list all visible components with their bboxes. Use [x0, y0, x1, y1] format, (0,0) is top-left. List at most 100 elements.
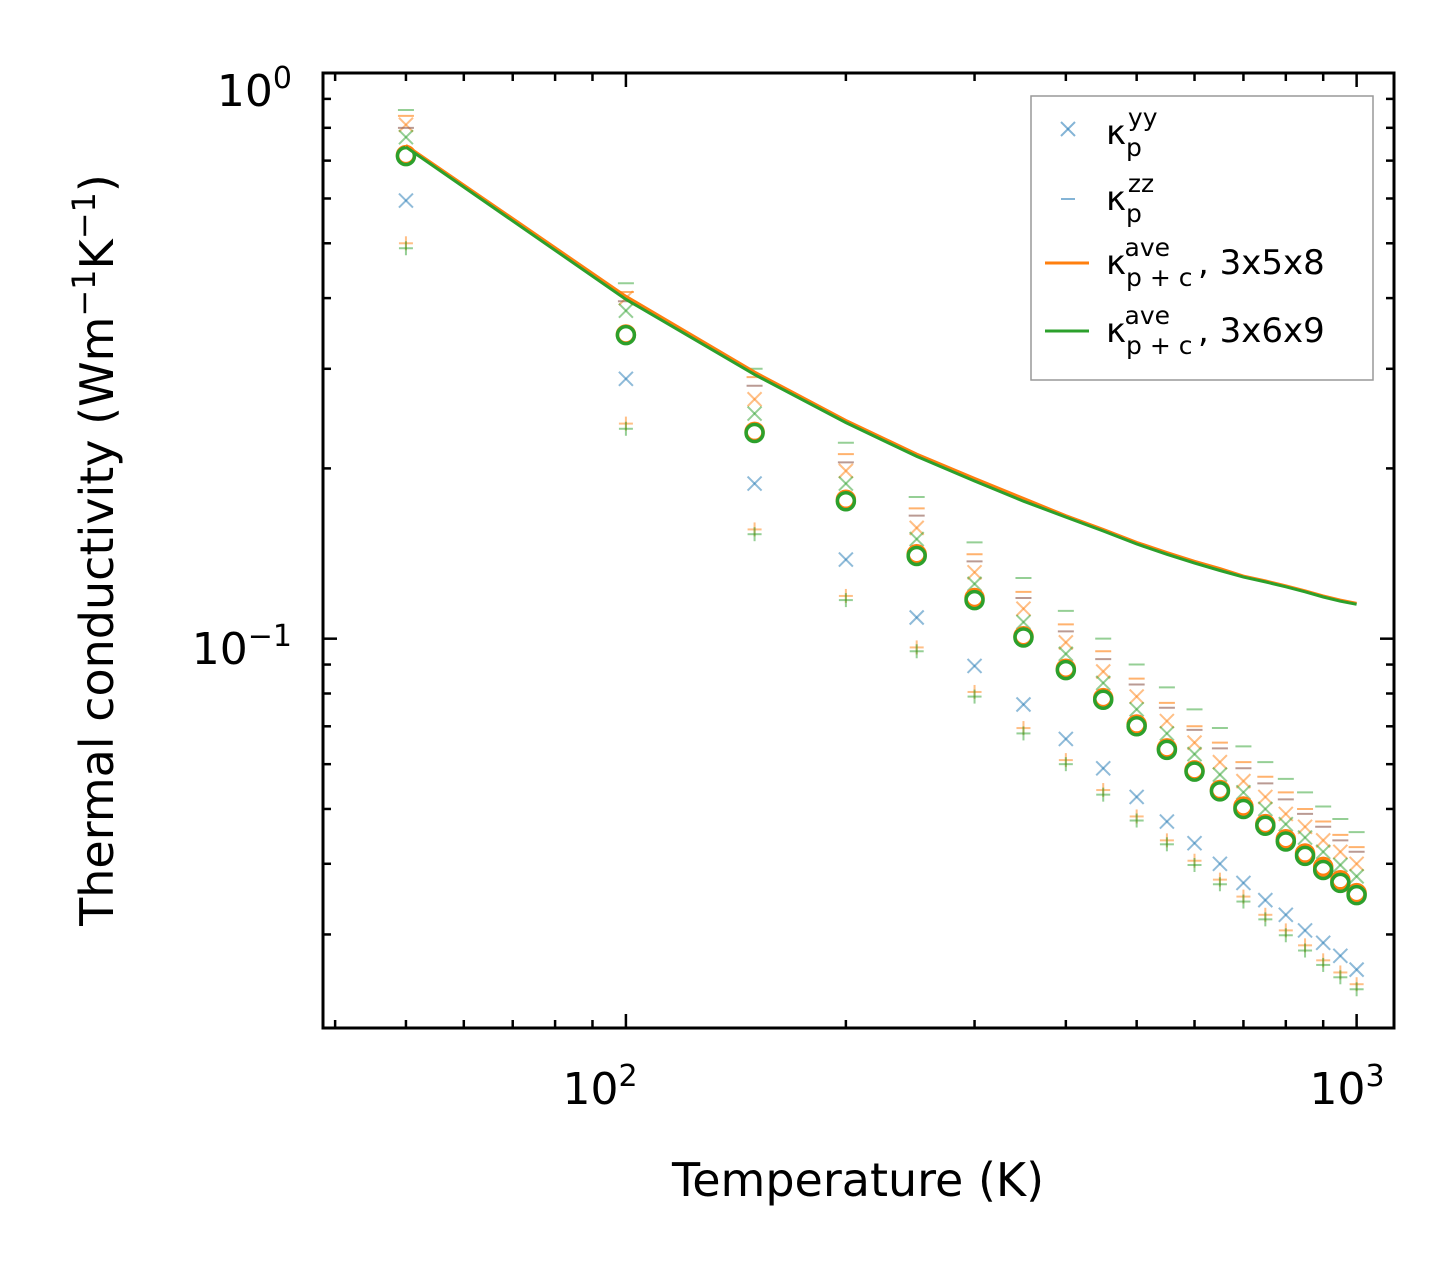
marker-x [1315, 935, 1331, 951]
marker-plus [838, 593, 853, 608]
legend-marker-x [1060, 121, 1076, 137]
marker-circle [744, 422, 765, 444]
marker-x [908, 609, 925, 626]
marker-plus [747, 527, 762, 542]
legend-entry-kappa-zz: κpzz [1061, 169, 1154, 228]
marker-x [838, 463, 854, 479]
marker-x [1278, 907, 1294, 923]
marker-x [1159, 713, 1175, 729]
marker-plus [1187, 858, 1202, 873]
marker-plus [1058, 757, 1073, 772]
marker-circle [1184, 761, 1205, 782]
marker-x [838, 551, 854, 568]
marker-plus [1349, 982, 1364, 997]
series-yy_3x6x9 [398, 192, 1365, 978]
marker-x [1332, 857, 1349, 873]
marker-x [618, 371, 634, 387]
marker-x [1095, 675, 1111, 691]
x-axis-label: Temperature (K) [671, 1153, 1044, 1207]
marker-x [398, 129, 414, 145]
legend-frame [1030, 95, 1374, 381]
marker-x [746, 475, 763, 492]
marker-circle [1294, 845, 1316, 867]
plot-area [395, 109, 1367, 997]
series-zz_3x5x8_orange [397, 114, 1365, 849]
marker-x [838, 475, 854, 492]
marker-x [1332, 948, 1349, 964]
legend-entry-kappa-ave-3x6x9: κp + cave, 3x6x9 [1045, 301, 1325, 360]
marker-x [1315, 844, 1331, 860]
legend-entry-kappa-ave-3x5x8: κp + cave, 3x5x8 [1045, 233, 1325, 292]
marker-plus [1096, 787, 1111, 802]
marker-x [1212, 856, 1228, 872]
marker-x [1235, 784, 1252, 801]
line-kappa_pc_ave_3x6x9 [405, 145, 1357, 606]
marker-x [1159, 725, 1175, 742]
marker-x [1058, 646, 1074, 662]
marker-circle [1013, 627, 1034, 648]
axes-frame [321, 71, 1396, 1030]
marker-x [1015, 696, 1032, 713]
marker-plus [1333, 970, 1348, 985]
marker-x [1278, 816, 1294, 832]
marker-circle [1055, 659, 1077, 681]
marker-x [1212, 766, 1228, 783]
marker-x [1297, 922, 1313, 939]
marker-x [1015, 600, 1032, 617]
marker-circle [906, 545, 927, 567]
marker-x [1095, 760, 1111, 777]
marker-x [746, 405, 763, 422]
marker-circle [964, 589, 985, 611]
marker-plus [618, 421, 633, 436]
marker-x [1348, 868, 1365, 885]
marker-plus [909, 644, 924, 659]
x-tick-label-100: 102 [562, 1059, 637, 1115]
marker-circle [1312, 859, 1334, 881]
marker-x [398, 117, 414, 133]
legend-label-kappa-ave-3x6x9: κp + cave, 3x6x9 [1106, 301, 1325, 360]
y-axis-label: Thermal conductivity (Wm−1K−1) [65, 174, 124, 927]
marker-x [1297, 819, 1313, 835]
marker-circle [835, 490, 857, 512]
marker-plus [1298, 943, 1313, 958]
marker-x [1348, 961, 1365, 978]
marker-x [1235, 875, 1252, 891]
marker-x [1212, 754, 1228, 770]
legend-entry-kappa-yy: κpyy [1060, 103, 1158, 162]
series-yy_3x6x9_green [398, 129, 1365, 885]
marker-plus [1278, 928, 1293, 943]
marker-x [1058, 634, 1074, 651]
marker-circle [1209, 781, 1231, 802]
marker-circle [1346, 884, 1367, 906]
marker-x [746, 391, 763, 407]
x-tick-label-1000: 103 [1309, 1059, 1384, 1115]
marker-circle [1092, 689, 1114, 710]
marker-x [966, 658, 983, 674]
marker-plus [1212, 877, 1227, 892]
marker-x [1095, 663, 1111, 680]
marker-x [1257, 801, 1274, 817]
marker-x [1159, 813, 1175, 830]
series-ave_3x6x9 [395, 145, 1367, 906]
marker-x [966, 564, 983, 581]
marker-x [1257, 892, 1274, 908]
marker-x [1128, 688, 1145, 705]
y-tick-label-0.1: 10−1 [192, 619, 292, 675]
series-zz_3x6x9 [397, 109, 1365, 834]
marker-x [1332, 844, 1349, 860]
marker-plus [967, 689, 982, 704]
marker-x [1315, 832, 1331, 849]
marker-circle [1156, 739, 1178, 761]
marker-x [1235, 773, 1252, 789]
marker-plus [1316, 957, 1331, 972]
marker-circle [1233, 798, 1254, 820]
marker-circle [1126, 716, 1147, 737]
marker-x [1186, 746, 1203, 762]
marker-circle [615, 324, 637, 346]
marker-plus [1016, 726, 1031, 741]
marker-plus [1236, 894, 1251, 909]
marker-x [1186, 835, 1203, 851]
marker-x [1297, 829, 1313, 846]
marker-x [1348, 856, 1365, 872]
marker-x [908, 531, 925, 547]
